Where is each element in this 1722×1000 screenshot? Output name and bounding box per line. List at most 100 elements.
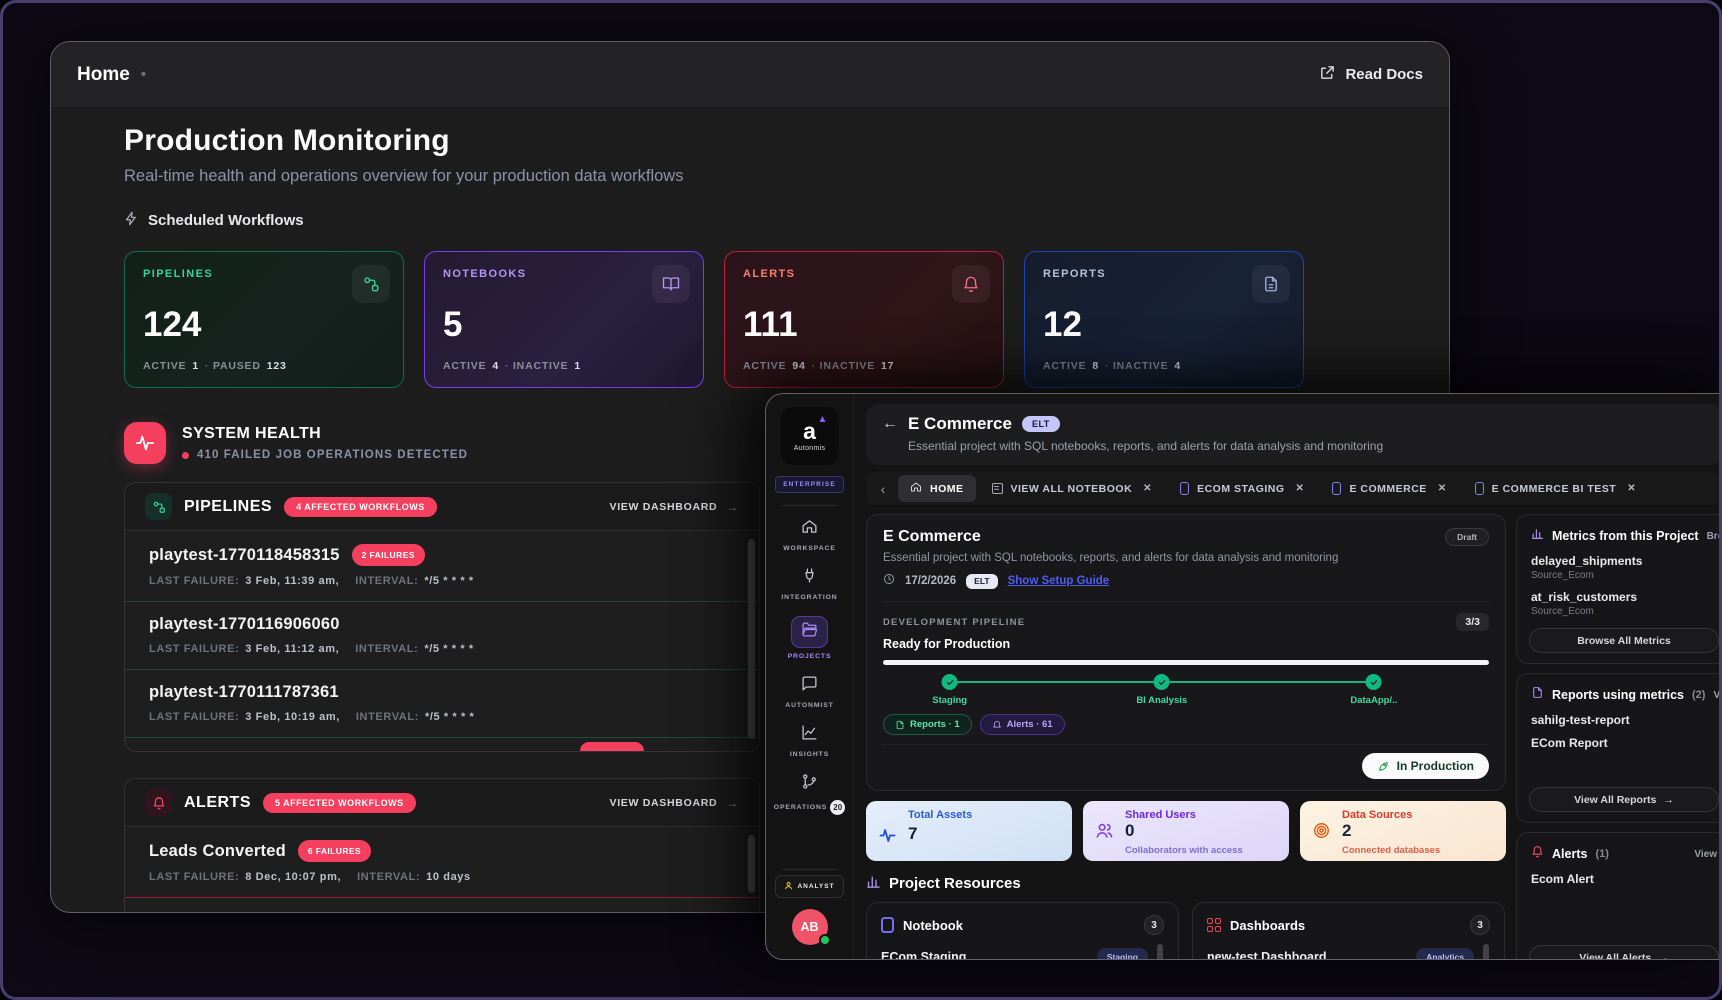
- staging-tag: Staging: [1096, 948, 1148, 959]
- stage-dataapp[interactable]: DataApp/..: [1350, 674, 1397, 706]
- arrow-right-icon: →: [726, 499, 739, 514]
- setup-guide-link[interactable]: Show Setup Guide: [1007, 575, 1110, 587]
- notebook-row[interactable]: ECom Staging Staging staging: [881, 942, 1148, 959]
- tab-bar: ‹ HOME VIEW ALL NOTEBOOK ✕ ECOM STAGING …: [866, 472, 1719, 505]
- book-icon: [652, 265, 690, 303]
- pulse-icon: [878, 826, 904, 850]
- alerts-scrollbar[interactable]: [748, 835, 755, 893]
- dashboard-row[interactable]: new-test Dashboard Analytics test: [1207, 942, 1474, 959]
- pipeline-meta: LAST FAILURE: 3 Feb, 11:39 am, INTERVAL: *…: [149, 575, 474, 587]
- pipelines-panel: PIPELINES 4 AFFECTED WORKFLOWS VIEW DASH…: [124, 482, 760, 752]
- tab-e-commerce-bi-test[interactable]: E COMMERCE BI TEST ✕: [1463, 476, 1648, 501]
- sidebar-item-workspace[interactable]: WORKSPACE: [766, 511, 853, 560]
- alert-row[interactable]: Leads Converted 6 FAILURES LAST FAILURE:…: [125, 827, 759, 898]
- in-production-button[interactable]: In Production: [1361, 753, 1489, 779]
- pipeline-row[interactable]: playtest-1770111787361 LAST FAILURE: 3 Fe…: [125, 670, 759, 738]
- report-row[interactable]: sahilg-test-report: [1531, 713, 1630, 727]
- file-icon: [1531, 686, 1544, 704]
- stage-bi-analysis[interactable]: BI Analysis: [1136, 674, 1187, 706]
- read-docs-button[interactable]: Read Docs: [1319, 64, 1423, 85]
- monitor-header: Home • Read Docs: [51, 42, 1449, 108]
- pipeline-row[interactable]: playtest-1770116906060 LAST FAILURE: 3 Fe…: [125, 602, 759, 670]
- metric-row[interactable]: delayed_shipments Source_Ecom: [1531, 554, 1643, 581]
- home-icon: [910, 481, 922, 496]
- report-row[interactable]: ECom Report: [1531, 736, 1608, 750]
- notebook-list: ECom Staging Staging staging playwright-…: [881, 942, 1164, 959]
- breadcrumb-dot: •: [140, 66, 147, 83]
- pipeline-meta: LAST FAILURE: 3 Feb, 10:19 am, INTERVAL: *…: [149, 711, 475, 723]
- enterprise-badge: ENTERPRISE: [775, 476, 844, 493]
- monitor-body: Production Monitoring Real-time health a…: [51, 108, 1449, 912]
- pipeline-stepper: Staging BI Analysis DataApp/..: [883, 674, 1489, 712]
- view-all-alerts-button[interactable]: View All Alerts →: [1529, 945, 1719, 959]
- sidebar-item-operations[interactable]: OPERATIONS 20: [766, 766, 853, 823]
- pipelines-scrollbar[interactable]: [748, 539, 755, 739]
- page-subtitle: Real-time health and operations overview…: [124, 167, 684, 185]
- logo-spark-icon: [819, 416, 826, 422]
- metric-row[interactable]: at_risk_customers Source_Ecom: [1531, 590, 1638, 617]
- divider: [883, 601, 1489, 602]
- notebook-scrollbar[interactable]: [1157, 944, 1163, 959]
- alerts-list: Leads Converted 6 FAILURES LAST FAILURE:…: [125, 827, 759, 912]
- tab-home[interactable]: HOME: [898, 475, 976, 502]
- stat-value: 111: [743, 305, 798, 344]
- reports-chip[interactable]: Reports · 1: [883, 714, 972, 735]
- view-all-reports-button[interactable]: View All Reports →: [1529, 787, 1719, 812]
- dashboards-scrollbar[interactable]: [1483, 944, 1489, 959]
- file-icon: [1252, 265, 1290, 303]
- view-link[interactable]: View: [1713, 689, 1722, 701]
- alerts-chip[interactable]: Alerts · 61: [979, 714, 1065, 735]
- alerts-panel-header: ALERTS 5 AFFECTED WORKFLOWS VIEW DASHBOA…: [125, 779, 759, 827]
- stage-staging[interactable]: Staging: [932, 674, 967, 706]
- workflow-icon: [352, 265, 390, 303]
- system-health-title: SYSTEM HEALTH: [182, 425, 322, 442]
- sidebar-item-autonmist[interactable]: AUTONMIST: [766, 668, 853, 717]
- brand-name: Autonmis: [793, 445, 826, 452]
- back-arrow-icon[interactable]: ←: [882, 415, 898, 432]
- view-link[interactable]: View: [1694, 848, 1717, 860]
- total-assets-card[interactable]: Total Assets 7: [866, 801, 1072, 861]
- rocket-icon: [1378, 761, 1388, 771]
- user-avatar[interactable]: AB: [791, 909, 831, 946]
- alert-row[interactable]: Ecom Alert: [1531, 872, 1594, 886]
- sidebar-item-insights[interactable]: INSIGHTS: [766, 717, 853, 766]
- scheduled-workflows-label: Scheduled Workflows: [124, 211, 1449, 230]
- tab-view-all-notebook[interactable]: VIEW ALL NOTEBOOK ✕: [980, 477, 1165, 501]
- metrics-card: Metrics from this Project Browse delayed…: [1516, 514, 1719, 664]
- stat-label: REPORTS: [1043, 268, 1106, 280]
- browse-link[interactable]: Browse: [1706, 530, 1719, 542]
- alerts-panel: ALERTS 5 AFFECTED WORKFLOWS VIEW DASHBOA…: [124, 778, 760, 912]
- tab-scroll-left[interactable]: ‹: [880, 480, 886, 497]
- close-icon[interactable]: ✕: [1627, 483, 1637, 494]
- breadcrumb-home[interactable]: Home: [77, 63, 130, 85]
- breadcrumb: Home •: [77, 64, 146, 86]
- online-status-dot: [818, 934, 831, 946]
- close-icon[interactable]: ✕: [1437, 483, 1447, 494]
- target-icon: [1312, 821, 1338, 845]
- close-icon[interactable]: ✕: [1295, 483, 1305, 494]
- pipeline-row[interactable]: playtest-1770118458315 2 FAILURES LAST F…: [125, 531, 759, 602]
- bar-chart-icon: [866, 874, 881, 893]
- tab-ecom-staging[interactable]: ECOM STAGING ✕: [1168, 476, 1316, 501]
- close-icon[interactable]: ✕: [1143, 483, 1153, 494]
- project-description: Essential project with SQL notebooks, re…: [883, 552, 1339, 564]
- alert-row-clipped[interactable]: Conversion Rate by Channel Type: [125, 898, 759, 912]
- pipeline-row-clipped: [125, 738, 759, 751]
- tab-e-commerce[interactable]: E COMMERCE ✕: [1320, 476, 1458, 501]
- view-dashboard-link[interactable]: VIEW DASHBOARD →: [609, 499, 739, 514]
- sidebar-item-projects[interactable]: PROJECTS: [766, 609, 853, 668]
- view-dashboard-link[interactable]: VIEW DASHBOARD →: [609, 795, 739, 810]
- data-sources-card[interactable]: Data Sources 2 Connected databases: [1300, 801, 1506, 861]
- pipeline-label: DEVELOPMENT PIPELINE: [883, 616, 1026, 628]
- autonmis-logo[interactable]: a Autonmis: [780, 407, 839, 465]
- sidebar-item-integration[interactable]: INTEGRATION: [766, 560, 853, 609]
- project-window: a Autonmis ENTERPRISE WORKSPACE INTEGRAT…: [765, 393, 1722, 960]
- browse-all-metrics-button[interactable]: Browse All Metrics: [1529, 628, 1719, 653]
- role-badge: ANALYST: [775, 875, 844, 898]
- shared-users-card[interactable]: Shared Users 0 Collaborators with access: [1083, 801, 1289, 861]
